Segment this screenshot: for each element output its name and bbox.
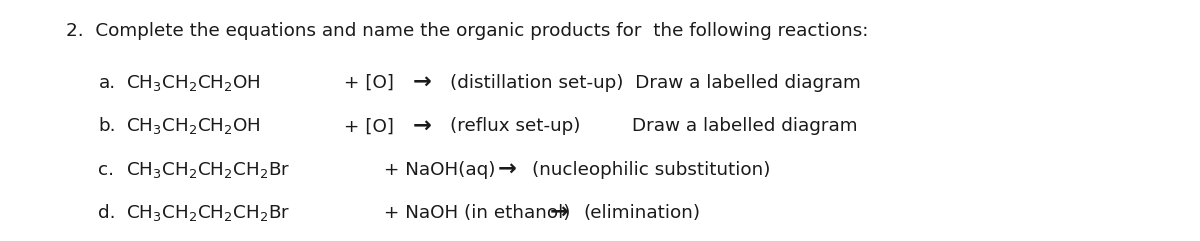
Text: →: → xyxy=(413,115,432,135)
Text: 2.  Complete the equations and name the organic products for  the following reac: 2. Complete the equations and name the o… xyxy=(66,22,869,40)
Text: $\mathregular{CH_3CH_2CH_2CH_2Br}$: $\mathregular{CH_3CH_2CH_2CH_2Br}$ xyxy=(126,203,290,223)
Text: →: → xyxy=(498,159,517,179)
Text: (distillation set-up)  Draw a labelled diagram: (distillation set-up) Draw a labelled di… xyxy=(450,74,860,92)
Text: →: → xyxy=(413,72,432,92)
Text: + [O]: + [O] xyxy=(338,74,401,92)
Text: b.: b. xyxy=(98,117,116,135)
Text: + NaOH(aq): + NaOH(aq) xyxy=(378,161,502,179)
Text: + [O]: + [O] xyxy=(338,117,401,135)
Text: →: → xyxy=(550,202,569,222)
Text: $\mathregular{CH_3CH_2CH_2OH}$: $\mathregular{CH_3CH_2CH_2OH}$ xyxy=(126,73,260,93)
Text: (reflux set-up): (reflux set-up) xyxy=(450,117,581,135)
Text: $\mathregular{CH_3CH_2CH_2OH}$: $\mathregular{CH_3CH_2CH_2OH}$ xyxy=(126,116,260,136)
Text: + NaOH (in ethanol): + NaOH (in ethanol) xyxy=(378,204,576,222)
Text: $\mathregular{CH_3CH_2CH_2CH_2Br}$: $\mathregular{CH_3CH_2CH_2CH_2Br}$ xyxy=(126,160,290,180)
Text: (elimination): (elimination) xyxy=(583,204,701,222)
Text: Draw a labelled diagram: Draw a labelled diagram xyxy=(632,117,858,135)
Text: a.: a. xyxy=(98,74,115,92)
Text: d.: d. xyxy=(98,204,116,222)
Text: (nucleophilic substitution): (nucleophilic substitution) xyxy=(532,161,770,179)
Text: c.: c. xyxy=(98,161,114,179)
